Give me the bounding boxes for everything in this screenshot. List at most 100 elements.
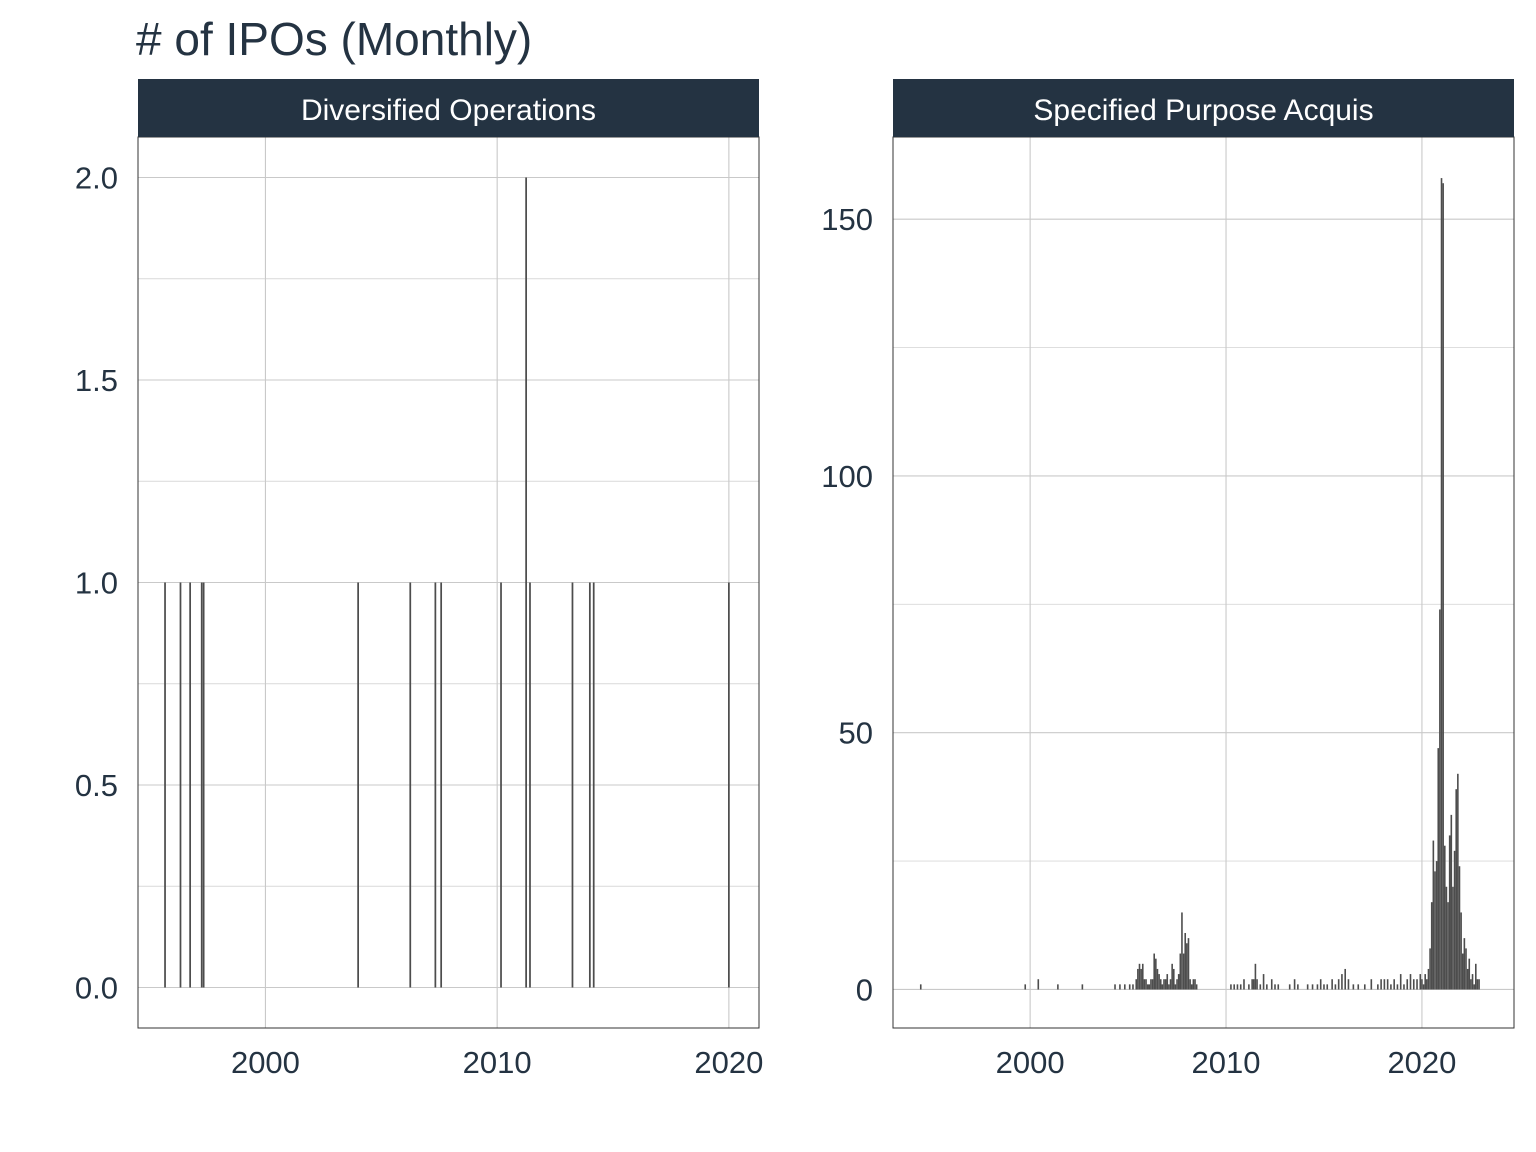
panel-2-bar xyxy=(1443,845,1446,990)
panel-2-bar xyxy=(1266,984,1268,990)
panel-2-bar xyxy=(1419,974,1422,990)
panel-2-bar xyxy=(1457,773,1459,990)
panel-1-strip-label: Diversified Operations xyxy=(301,94,596,127)
panel-2-bar xyxy=(1319,979,1322,990)
panel-2-bar xyxy=(1452,886,1454,990)
panel-2-bar xyxy=(1447,902,1449,990)
panel-1-bar xyxy=(525,177,527,988)
panel-2-bar xyxy=(1293,979,1296,990)
panel-2-bar xyxy=(1190,984,1193,990)
panel-2-bar xyxy=(1437,748,1440,990)
panel-2-bar xyxy=(1442,183,1444,990)
panel-1-bar xyxy=(728,582,730,988)
panel-2-bar xyxy=(1194,979,1196,990)
panel-2-bar xyxy=(1248,984,1250,990)
panel-2-bar xyxy=(1409,974,1412,990)
panel-2-bar xyxy=(1186,943,1188,990)
panel-2-bar xyxy=(1155,958,1157,990)
panel-1-y-tick-label: 1.5 xyxy=(75,363,118,398)
panel-2-bar xyxy=(1326,984,1329,990)
panel-2-frame xyxy=(892,136,1515,1029)
panel-2-bar xyxy=(1306,984,1309,990)
panel-2-bar xyxy=(1311,984,1314,990)
panel-2-x-tick-label: 2020 xyxy=(1387,1045,1456,1080)
panel-2-bar xyxy=(1081,984,1084,990)
panel-1-y-tick-label: 1.0 xyxy=(75,566,118,601)
panel-2-bar xyxy=(1403,984,1405,990)
panel-2-y-tick-label: 100 xyxy=(821,459,873,494)
panel-2-bar xyxy=(1174,984,1177,990)
panel-2-bar xyxy=(1230,984,1232,990)
panel-2-bar xyxy=(1137,968,1139,990)
panel-2-bar xyxy=(1176,979,1178,990)
panel-2-bar xyxy=(1187,938,1190,990)
panel-2-bar xyxy=(1461,953,1464,990)
panel-2-bar xyxy=(1184,932,1187,990)
panel-1-y-tick-label: 0.5 xyxy=(75,768,118,803)
panel-2-bar xyxy=(1465,948,1467,990)
panel-1-x-tick-label: 2020 xyxy=(694,1045,763,1080)
panel-2-bar xyxy=(1476,979,1479,990)
panel-2-bar xyxy=(1424,974,1426,990)
panel-2-bar xyxy=(1166,974,1169,990)
panel-2-bar xyxy=(1439,609,1441,990)
panel-2-bar xyxy=(1169,979,1172,990)
panel-2-bar xyxy=(1143,979,1146,990)
panel-2-bar xyxy=(1179,953,1182,990)
panel-2-bar xyxy=(1172,968,1175,990)
panel-2-bar xyxy=(1138,963,1141,990)
panel-2-bar xyxy=(1344,968,1347,990)
panel-2-bar xyxy=(1159,979,1162,990)
panel-1-x-tick-label: 2000 xyxy=(231,1045,300,1080)
panel-2-bar xyxy=(1334,984,1337,990)
panel-1-bar xyxy=(434,582,437,988)
panel-2-strip xyxy=(893,79,1514,137)
panel-2-bar xyxy=(1270,979,1273,990)
panel-2-bar xyxy=(1412,979,1415,990)
panel-2-bar xyxy=(1024,984,1027,990)
panel-2-bar xyxy=(1297,984,1299,990)
panel-2-bar xyxy=(1177,974,1180,990)
panel-2-bar xyxy=(1370,979,1373,990)
panel-2-bar xyxy=(1377,984,1379,990)
panel-2-bar xyxy=(1421,979,1423,990)
panel-2-bar xyxy=(1181,912,1183,990)
panel-2-bar xyxy=(1254,963,1257,990)
panel-2-bar xyxy=(1386,979,1389,990)
panel-2-bar xyxy=(1396,984,1399,990)
panel-1-bar xyxy=(189,582,192,988)
panel-2-bar xyxy=(1132,984,1134,990)
panel-2-bar xyxy=(1145,979,1147,990)
panel-2-bar xyxy=(1435,861,1438,990)
panel-2-bar xyxy=(1416,979,1418,990)
panel-2-bar xyxy=(1383,979,1386,990)
panel-2-bar xyxy=(1140,968,1142,990)
panel-2-bar xyxy=(1150,979,1152,990)
panel-2-bar xyxy=(1453,850,1456,990)
panel-1-strip xyxy=(138,79,759,137)
panel-2-bar xyxy=(1471,974,1474,990)
panel-1-x-tick-label: 2010 xyxy=(463,1045,532,1080)
panel-2-bar xyxy=(1316,984,1319,990)
panel-2-bar xyxy=(1468,958,1471,990)
panel-2-bar xyxy=(1153,953,1155,990)
panel-2-strip-label: Specified Purpose Acquis xyxy=(1033,94,1373,127)
panel-2-bar xyxy=(1363,984,1366,990)
panel-2-bar xyxy=(1478,979,1480,990)
panel-2-bar xyxy=(1430,902,1433,990)
panel-2-bar xyxy=(1243,979,1245,990)
panel-1-bar xyxy=(529,582,531,988)
panel-2-bar xyxy=(1128,984,1131,990)
panel-2-bar xyxy=(1119,984,1121,990)
panel-2-bar xyxy=(1426,979,1428,990)
chart-title: # of IPOs (Monthly) xyxy=(136,13,533,65)
panel-2-bar xyxy=(1189,979,1191,990)
panel-2-bar xyxy=(1233,984,1235,990)
panel-2-bar xyxy=(1195,984,1198,990)
panel-2-bar xyxy=(1192,979,1195,990)
panel-2-bar xyxy=(1473,984,1475,990)
panel-2-bar xyxy=(1337,979,1340,990)
panel-2-bar xyxy=(1458,866,1461,990)
panel-1-bar xyxy=(357,582,359,988)
